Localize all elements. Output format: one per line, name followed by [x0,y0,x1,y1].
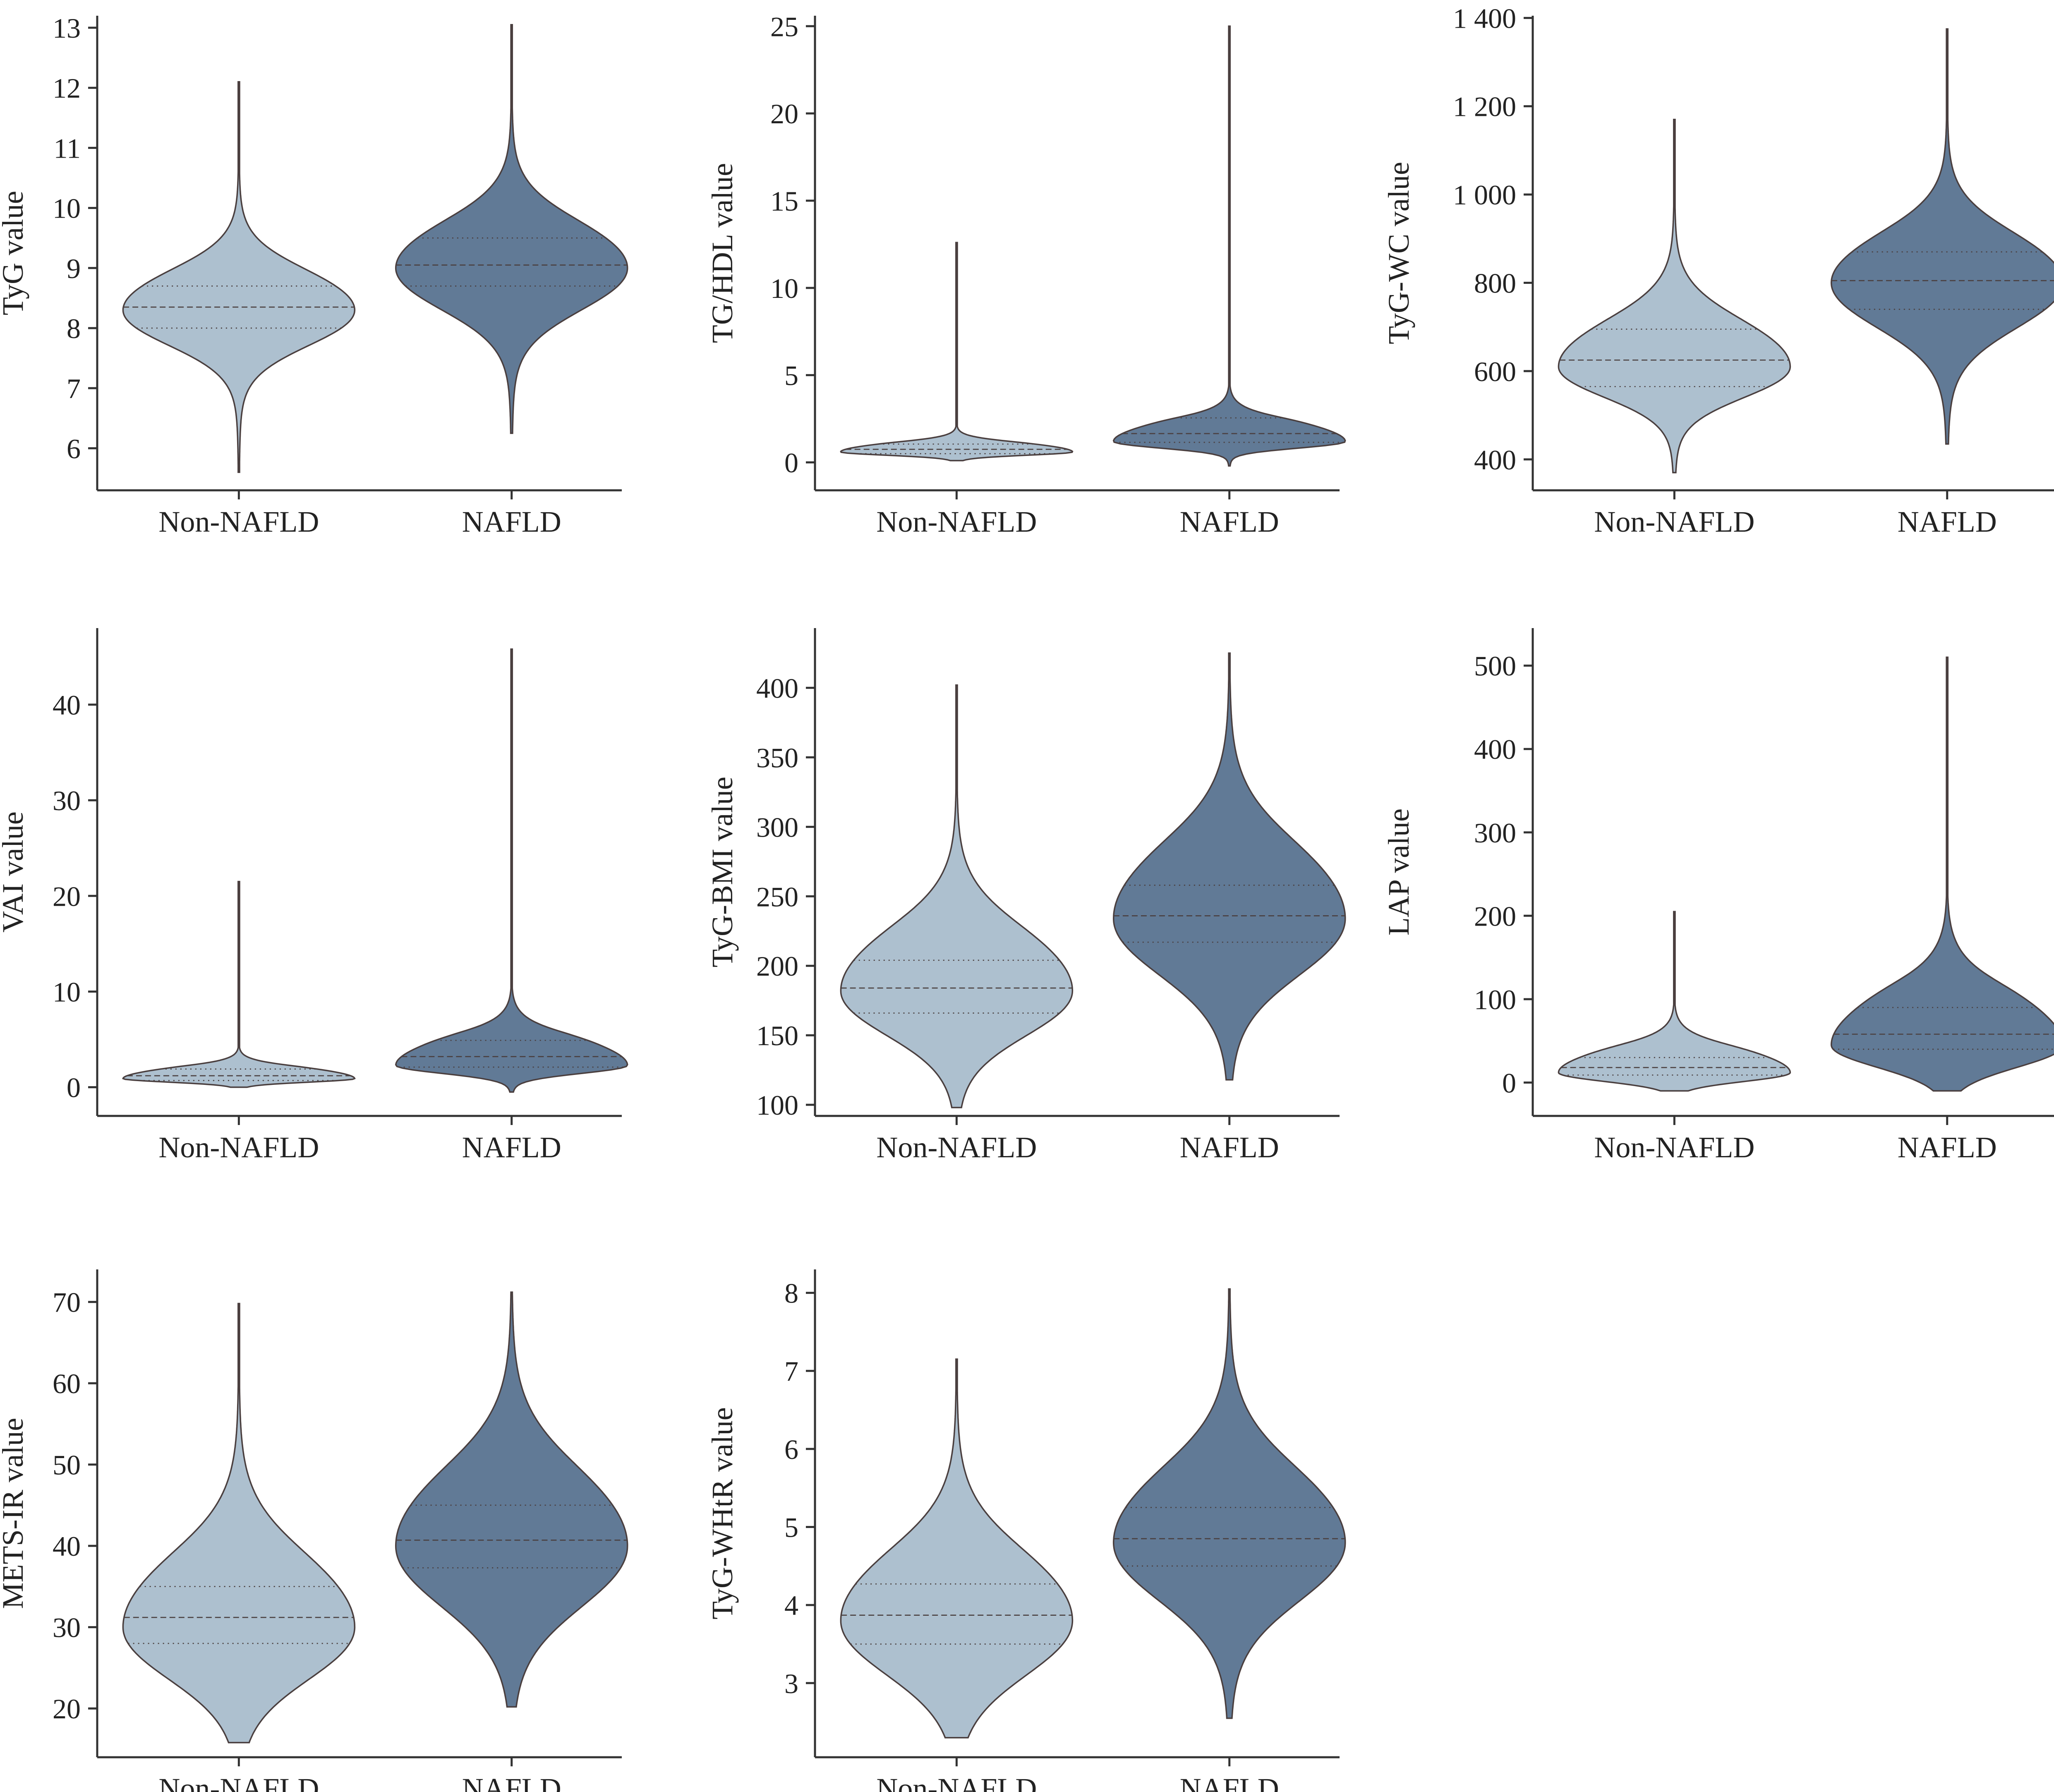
y-tick-label: 250 [756,881,798,912]
y-tick-label: 0 [67,1072,81,1104]
y-tick-label: 30 [53,1612,81,1643]
panel-3: 400 600 800 1 000 1 200 1 400 TyG-WC value Non-… [1382,2,2054,538]
y-tick-label: 200 [1474,900,1516,932]
y-tick-label: 60 [53,1368,81,1399]
y-tick-label: 10 [770,273,798,304]
y-tick-label: 800 [1474,268,1516,299]
y-tick-label: 5 [784,1512,798,1543]
y-tick-label: 25 [770,11,798,42]
violin-nafld [1112,25,1346,467]
panel-2: 0 5 10 15 20 25 TG/HDL value Non-NAFLD NAFLD [706,11,1346,538]
y-tick-label: 300 [756,811,798,843]
x-tick-label: NAFLD [1898,505,1997,538]
violin-nafld [1830,28,2054,445]
x-tick-label: NAFLD [462,505,561,538]
violin-nafld [1112,1288,1346,1719]
y-axis-title: TyG-WHtR value [706,1407,739,1619]
x-tick-label: NAFLD [462,1772,561,1792]
y-axis-title: VAI value [0,811,29,933]
y-tick-label: 8 [784,1278,798,1309]
panel-6: 0 100 200 300 400 500 LAP value Non-NAFLD NAFLD [1382,628,2054,1164]
violin-nafld [395,648,628,1093]
y-tick-label: 15 [770,185,798,217]
y-tick-label: 100 [756,1089,798,1121]
y-tick-label: 400 [1474,734,1516,765]
violin-non-nafld [840,242,1074,462]
y-tick-label: 200 [756,950,798,982]
x-tick-label: Non-NAFLD [876,1772,1037,1792]
y-tick-label: 12 [53,72,81,104]
violin-nafld [395,24,628,434]
y-tick-label: 70 [53,1287,81,1318]
y-tick-label: 30 [53,785,81,816]
y-tick-label: 0 [784,447,798,479]
y-axis-title: LAP value [1382,808,1415,936]
panel-5: 100 150 200 250 300 350 400 TyG-BMI value Non-NA… [706,628,1346,1164]
y-tick-label: 4 [784,1590,798,1621]
x-tick-label: Non-NAFLD [158,1131,319,1164]
panel-7: 20 30 40 50 60 70 METS-IR value Non-NAFLD NAFLD [0,1269,628,1792]
violin-non-nafld [122,81,356,473]
y-tick-label: 1 200 [1453,91,1516,122]
panel-8: 3 4 5 6 7 8 TyG-WHtR value Non-NAFLD NAFLD [706,1269,1346,1792]
y-tick-label: 20 [53,1693,81,1725]
y-tick-label: 6 [784,1434,798,1465]
x-tick-label: Non-NAFLD [1594,1131,1754,1164]
x-tick-label: Non-NAFLD [876,1131,1037,1164]
y-tick-label: 50 [53,1449,81,1481]
violin-non-nafld [122,880,356,1088]
y-tick-label: 8 [67,313,81,344]
violin-non-nafld [1558,911,1791,1092]
x-tick-label: NAFLD [1898,1131,1997,1164]
y-tick-label: 150 [756,1020,798,1051]
y-tick-label: 350 [756,742,798,773]
violin-non-nafld [1558,118,1791,474]
y-tick-label: 10 [53,193,81,224]
violin-non-nafld [840,684,1074,1108]
y-tick-label: 300 [1474,817,1516,849]
y-tick-label: 11 [54,132,81,164]
y-tick-label: 1 400 [1453,2,1516,34]
y-tick-label: 40 [53,1531,81,1562]
y-tick-label: 1 000 [1453,179,1516,211]
x-tick-label: NAFLD [1180,505,1279,538]
violin-nafld [1830,656,2054,1092]
y-tick-label: 10 [53,976,81,1008]
y-axis-title: TyG-WC value [1382,162,1415,344]
y-tick-label: 3 [784,1668,798,1699]
y-tick-label: 5 [784,360,798,391]
y-tick-label: 7 [784,1355,798,1387]
y-tick-label: 20 [770,98,798,130]
violin-non-nafld [122,1303,356,1744]
y-tick-label: 100 [1474,984,1516,1015]
y-tick-label: 7 [67,373,81,404]
violin-nafld [395,1291,628,1708]
y-tick-label: 0 [1502,1067,1516,1099]
x-tick-label: NAFLD [462,1131,561,1164]
x-tick-label: NAFLD [1180,1772,1279,1792]
y-tick-label: 400 [1474,444,1516,475]
panel-1: 6 7 8 9 10 11 12 13 TyG value Non-NAFLD NAFLD [0,12,628,538]
x-tick-label: Non-NAFLD [158,505,319,538]
violin-non-nafld [840,1358,1074,1739]
y-axis-title: TyG value [0,191,29,315]
y-tick-label: 20 [53,880,81,912]
violin-nafld [1112,652,1346,1081]
y-tick-label: 600 [1474,356,1516,387]
y-tick-label: 9 [67,253,81,284]
y-axis-title: TG/HDL value [706,163,739,343]
y-tick-label: 6 [67,433,81,464]
y-tick-label: 13 [53,12,81,44]
y-tick-label: 40 [53,689,81,721]
x-tick-label: Non-NAFLD [158,1772,319,1792]
panel-4: 0 10 20 30 40 VAI value Non-NAFLD NAFLD [0,628,628,1164]
x-tick-label: Non-NAFLD [876,505,1037,538]
y-tick-label: 500 [1474,650,1516,682]
y-tick-label: 400 [756,672,798,704]
x-tick-label: NAFLD [1180,1131,1279,1164]
y-axis-title: METS-IR value [0,1418,29,1609]
x-tick-label: Non-NAFLD [1594,505,1754,538]
y-axis-title: TyG-BMI value [706,777,739,967]
